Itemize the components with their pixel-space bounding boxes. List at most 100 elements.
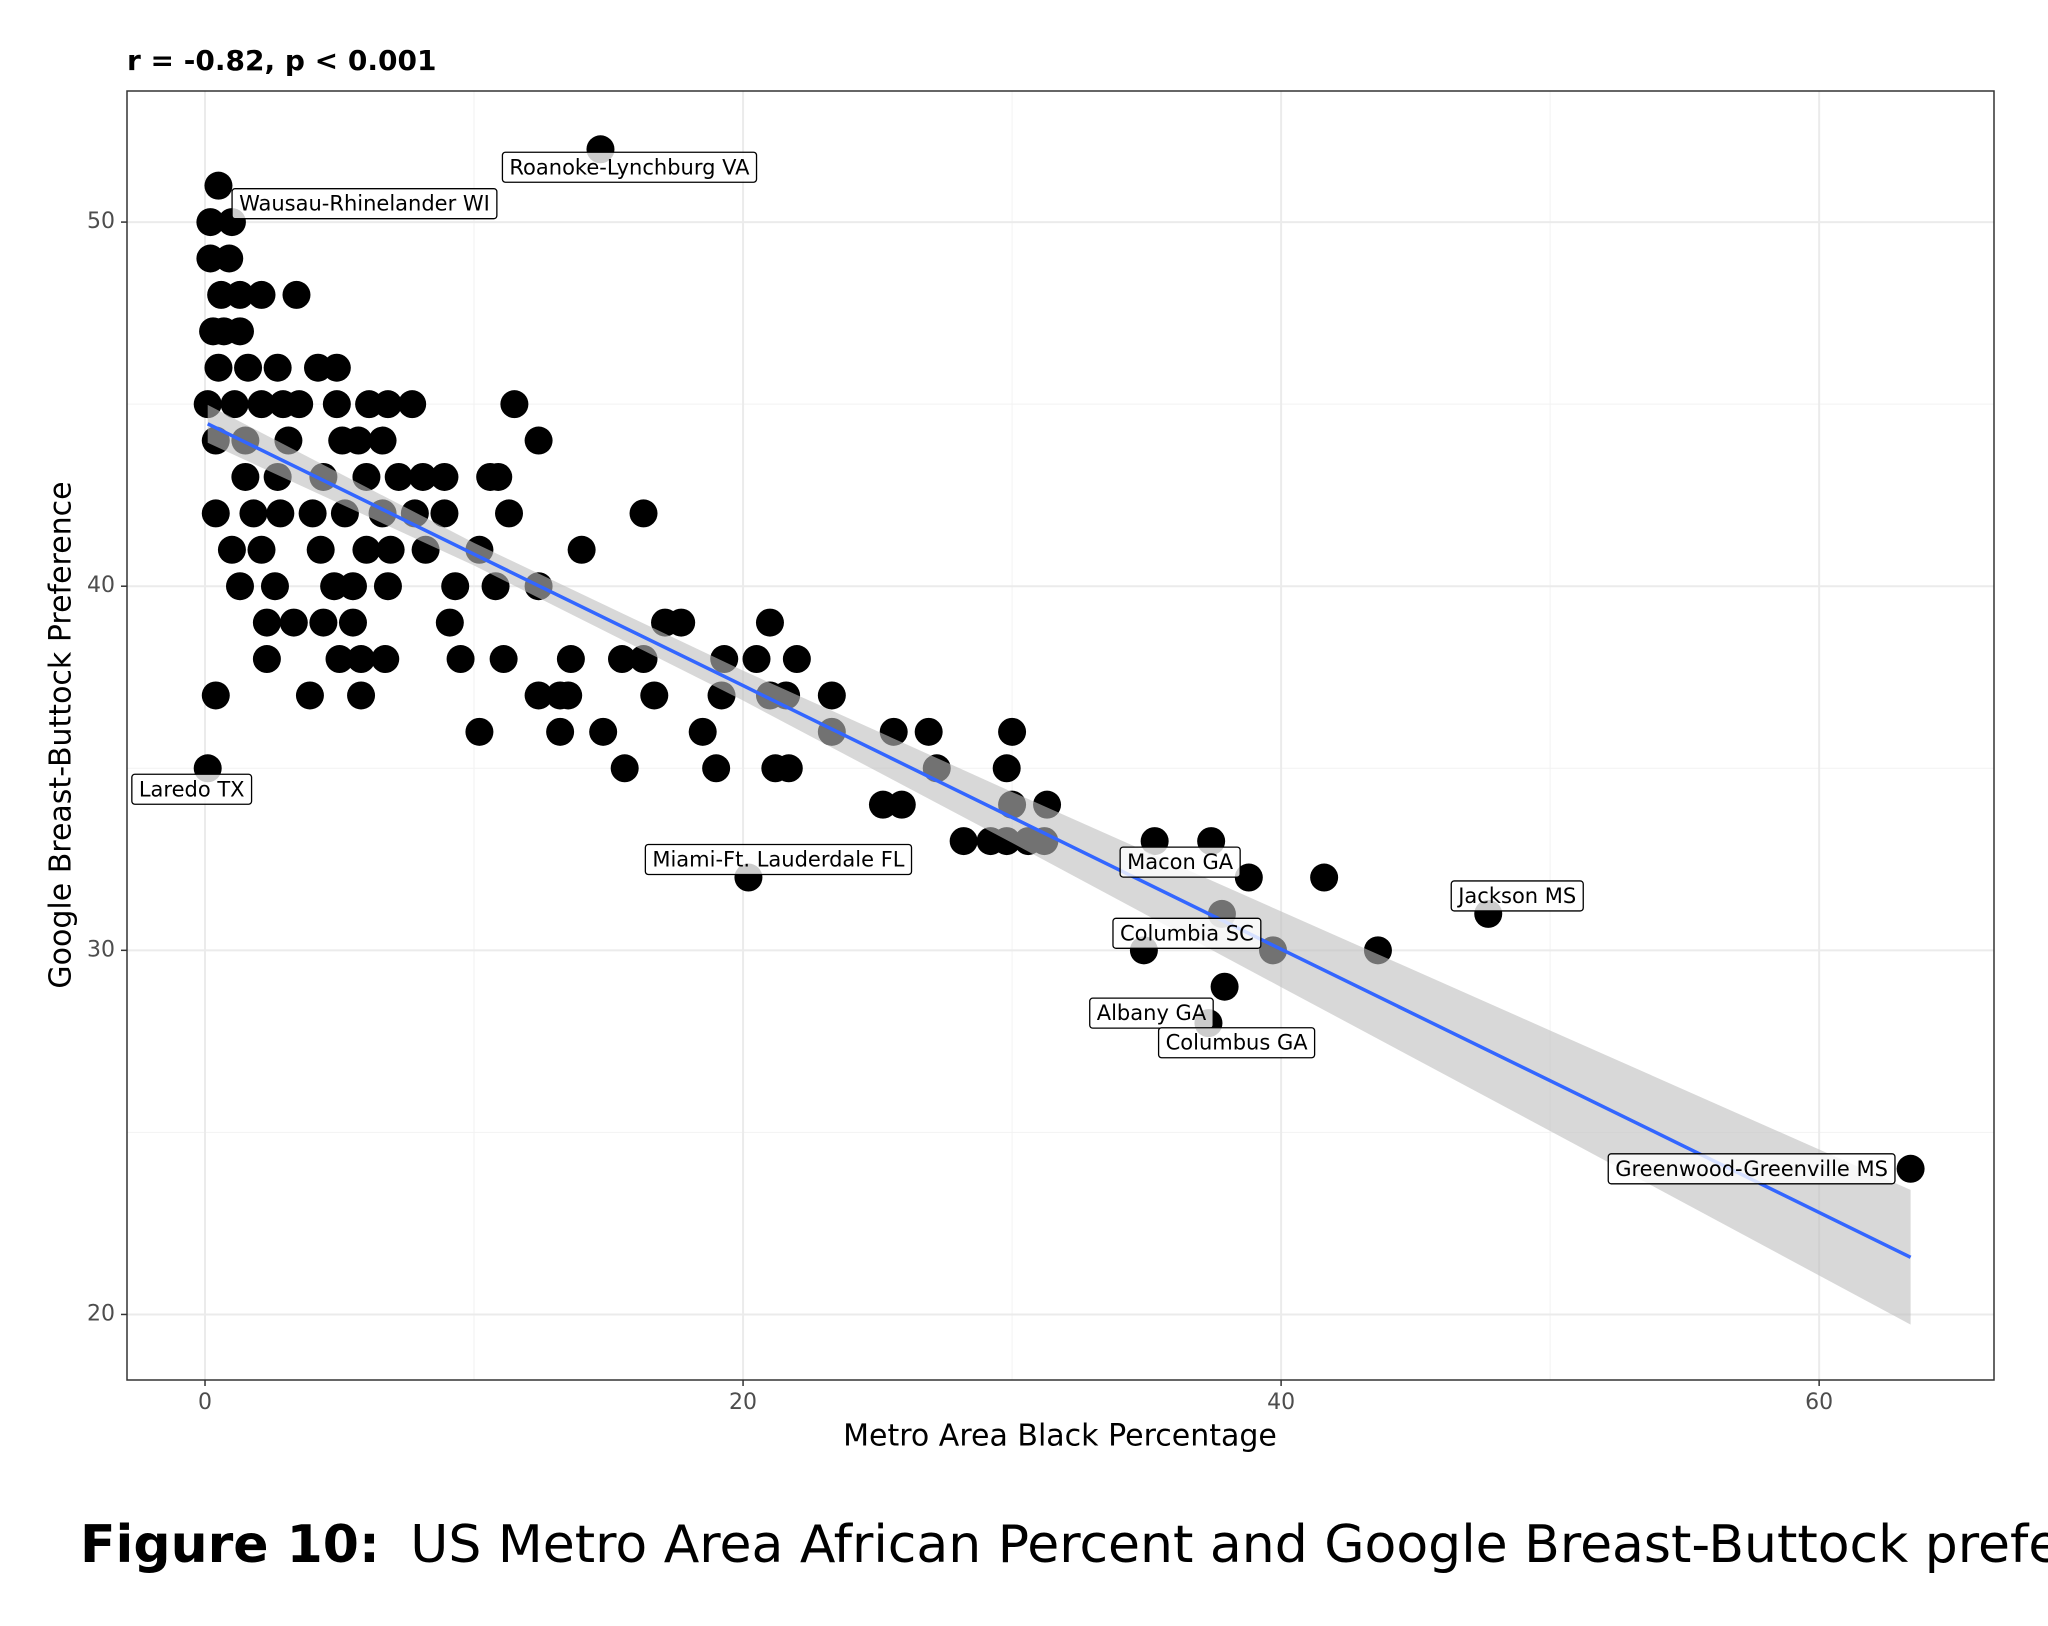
point: [306, 535, 335, 564]
label-text: Wausau-Rhinelander WI: [239, 192, 490, 216]
label-box: [131, 773, 253, 805]
point: [1210, 972, 1239, 1001]
point: [949, 827, 978, 856]
point: [204, 171, 233, 200]
label-text: Jackson MS: [1456, 884, 1576, 908]
point: [344, 426, 373, 455]
point: [282, 280, 311, 309]
chart-title: r = -0.82, p < 0.001: [127, 44, 436, 77]
point: [225, 572, 254, 601]
point: [376, 535, 405, 564]
point: [322, 353, 351, 382]
point: [322, 390, 351, 419]
point-label: Miami-Ft. Lauderdale FL: [644, 843, 913, 876]
point: [285, 390, 314, 419]
point: [500, 390, 529, 419]
point: [225, 280, 254, 309]
x-tick-label: 40: [1267, 1390, 1295, 1415]
point: [610, 754, 639, 783]
point: [309, 608, 338, 637]
point: [247, 280, 276, 309]
point: [524, 426, 553, 455]
point: [234, 353, 263, 382]
point-label: Jackson MS: [1450, 880, 1584, 912]
point: [430, 499, 459, 528]
point: [347, 645, 376, 674]
point: [441, 572, 470, 601]
point: [408, 462, 437, 491]
caption: Figure 10: US Metro Area African Percent…: [80, 1515, 2048, 1575]
point: [430, 462, 459, 491]
point: [742, 645, 771, 674]
label-box: [1157, 1027, 1316, 1059]
point: [702, 754, 731, 783]
point: [1896, 1154, 1925, 1183]
regression-line: [206, 422, 1912, 1259]
point: [260, 572, 289, 601]
label-text: Columbus GA: [1166, 1031, 1309, 1055]
point: [782, 645, 811, 674]
y-tick-label: 40: [87, 573, 115, 598]
point: [1234, 863, 1263, 892]
point: [556, 645, 585, 674]
label-box: [231, 188, 498, 220]
y-tick-label: 30: [87, 937, 115, 962]
x-tick-label: 60: [1805, 1390, 1833, 1415]
point: [201, 681, 230, 710]
point-label: Columbia SC: [1112, 917, 1262, 949]
label-text: Roanoke-Lynchburg VA: [509, 155, 750, 179]
point: [204, 353, 233, 382]
label-text: Miami-Ft. Lauderdale FL: [652, 848, 904, 872]
label-box: [1089, 997, 1214, 1029]
point: [338, 608, 367, 637]
point-label: Columbus GA: [1157, 1027, 1316, 1059]
point: [1310, 863, 1339, 892]
point-label: Macon GA: [1119, 846, 1241, 878]
point: [225, 317, 254, 346]
point: [325, 645, 354, 674]
point: [298, 499, 327, 528]
point: [629, 499, 658, 528]
point: [484, 462, 513, 491]
point: [215, 244, 244, 273]
point: [667, 608, 696, 637]
point-label: Laredo TX: [131, 773, 253, 805]
label-box: [644, 843, 913, 876]
point: [546, 717, 575, 746]
y-tick-label: 20: [87, 1301, 115, 1326]
point: [247, 535, 276, 564]
label-text: Albany GA: [1097, 1001, 1207, 1025]
confidence-band: [207, 404, 1911, 1325]
label-box: [1450, 880, 1584, 912]
point: [347, 681, 376, 710]
point: [589, 717, 618, 746]
point: [373, 390, 402, 419]
label-text: Macon GA: [1127, 850, 1234, 874]
caption-label: Figure 10:: [80, 1515, 380, 1575]
plot-border: [126, 90, 1995, 1381]
point: [295, 681, 324, 710]
label-text: Columbia SC: [1120, 921, 1254, 945]
point: [465, 717, 494, 746]
point: [524, 681, 553, 710]
point: [352, 535, 381, 564]
label-text: Laredo TX: [139, 777, 245, 801]
point: [495, 499, 524, 528]
point-label: Albany GA: [1089, 997, 1214, 1029]
point: [446, 645, 475, 674]
point: [640, 681, 669, 710]
point: [914, 717, 943, 746]
point: [554, 681, 583, 710]
point: [338, 572, 367, 601]
point: [373, 572, 402, 601]
point: [887, 790, 916, 819]
point: [992, 754, 1021, 783]
caption-text: US Metro Area African Percent and Google…: [410, 1515, 2048, 1575]
y-tick-label: 50: [87, 209, 115, 234]
point: [201, 499, 230, 528]
point: [263, 353, 292, 382]
point: [398, 390, 427, 419]
point: [217, 535, 246, 564]
point: [688, 717, 717, 746]
